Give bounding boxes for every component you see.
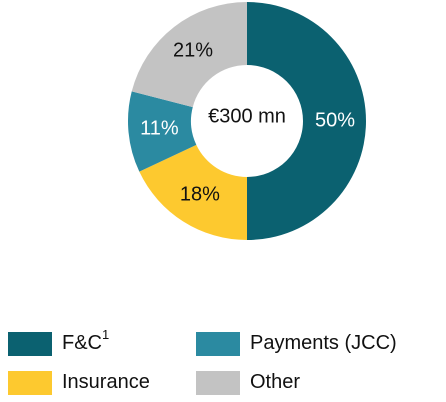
legend-label: Other <box>250 371 300 393</box>
donut-segment <box>131 2 247 108</box>
donut-segment <box>139 144 247 240</box>
legend-swatch <box>196 332 240 356</box>
value-label: 50% <box>315 109 355 131</box>
legend-label: Payments (JCC) <box>250 332 397 354</box>
legend-swatch <box>196 371 240 395</box>
value-label: 18% <box>180 184 220 206</box>
legend-superscript: 1 <box>102 327 109 342</box>
legend-swatch <box>8 332 52 356</box>
legend-text: Insurance <box>62 371 150 393</box>
legend-swatch <box>8 371 52 395</box>
legend-text: Payments (JCC) <box>250 332 397 354</box>
value-label: 21% <box>173 40 213 62</box>
legend-label: F&C1 <box>62 327 109 354</box>
legend-text: F&C <box>62 332 102 354</box>
donut-segment <box>128 91 197 172</box>
donut-segment <box>247 2 366 240</box>
legend-text: Other <box>250 371 300 393</box>
center-label: €300 mn <box>208 105 286 127</box>
value-label: 11% <box>140 118 179 140</box>
legend-label: Insurance <box>62 371 150 393</box>
